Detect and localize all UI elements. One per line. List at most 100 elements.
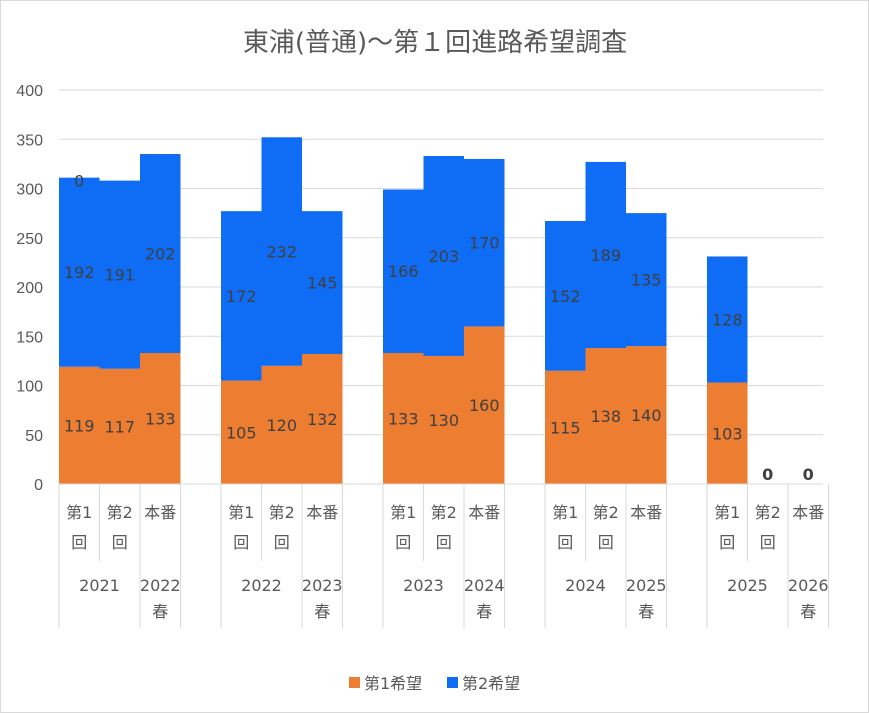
x-category-label: 回 [71,533,87,552]
y-axis: 0 50 100 150 200 250 300 350 400 [16,83,43,494]
data-labels: 119 192 117 191 133 202 105 172 120 232 132 145 133 1… [64,172,814,484]
x-group-label: 春 [800,602,816,621]
x-category-label: 第2 [593,503,619,522]
x-group-label: 2023 [302,576,343,595]
x-group-label: 2024 [565,576,606,595]
x-group-label: 2024 [464,576,505,595]
data-label-second-choice: 172 [226,287,257,306]
y-tick-label: 300 [16,182,43,199]
x-group-label: 春 [314,602,330,621]
x-category-label: 回 [112,533,128,552]
data-label-extra: 0 [74,172,84,191]
y-tick-label: 400 [16,83,43,100]
data-label-first-choice: 133 [388,409,419,428]
x-group-label: 春 [476,602,492,621]
y-tick-label: 50 [25,428,43,445]
x-category-label: 第2 [269,503,295,522]
bar-second-choice [221,211,262,381]
x-group-label: 春 [152,602,168,621]
data-label-first-choice: 132 [307,410,338,429]
x-group-label: 2022 [140,576,181,595]
y-tick-label: 350 [16,132,43,149]
x-category-label: 第2 [107,503,133,522]
data-label-second-choice: 145 [307,274,338,293]
x-category-label: 本番 [630,503,662,522]
x-category-label: 回 [598,533,614,552]
data-label-second-choice: 202 [145,245,176,264]
x-category-label: 回 [233,533,249,552]
data-label-second-choice: 192 [64,263,95,282]
x-category-label: 回 [436,533,452,552]
bars [59,137,748,484]
x-group-label: 2025 [727,576,768,595]
x-category-label: 第1 [552,503,578,522]
x-category-label: 第1 [714,503,740,522]
x-category-label: 回 [760,533,776,552]
x-category-label: 第1 [66,503,92,522]
x-category-label: 回 [557,533,573,552]
x-group-label: 2026 [788,576,829,595]
bar-first-choice [585,348,626,484]
data-label-second-choice: 232 [266,243,297,262]
chart-title: 東浦(普通)～第１回進路希望調査 [243,28,627,58]
x-category-label: 回 [274,533,290,552]
bar-second-choice [99,180,140,369]
x-category-label: 第1 [390,503,416,522]
x-group-label: 2021 [79,576,120,595]
legend-label: 第1希望 [364,674,422,693]
data-label-first-choice: 105 [226,423,257,442]
legend-label: 第2希望 [462,674,520,693]
data-label-first-choice: 119 [64,416,95,435]
data-label-first-choice: 120 [266,416,297,435]
x-category-label: 第2 [431,503,457,522]
data-label-first-choice: 0 [762,465,773,484]
bar-first-choice [545,370,586,484]
bar-second-choice [59,177,100,367]
data-label-first-choice: 140 [631,406,662,425]
data-label-second-choice: 128 [712,311,743,330]
legend: 第1希望 第2希望 [349,674,520,693]
x-axis: 第1 回 第2 回 2021 本番 2022 春 第1 回 第2 回 2022 本番 2023 春 第1 回 第2 回… [58,483,829,628]
y-tick-label: 0 [34,477,43,494]
data-label-first-choice: 138 [590,407,621,426]
x-category-label: 回 [719,533,735,552]
x-group-label: 2022 [241,576,282,595]
bar-first-choice [423,355,464,484]
data-label-first-choice: 160 [469,396,500,415]
bar-second-choice [545,221,586,371]
x-category-label: 本番 [468,503,500,522]
data-label-first-choice: 0 [803,465,814,484]
data-label-second-choice: 189 [590,246,621,265]
x-category-label: 本番 [792,503,824,522]
bar-first-choice [59,366,100,484]
bar-second-choice [261,137,302,366]
bar-first-choice [383,352,424,484]
bar-first-choice [221,380,262,484]
x-category-label: 回 [395,533,411,552]
data-label-first-choice: 103 [712,424,743,443]
bar-first-choice [707,382,748,484]
data-label-second-choice: 166 [388,262,419,281]
bar-first-choice [626,346,667,484]
x-group-label: 春 [638,602,654,621]
data-label-first-choice: 133 [145,409,176,428]
y-tick-label: 250 [16,231,43,248]
data-label-second-choice: 191 [104,266,135,285]
bar-first-choice [464,326,505,484]
bar-first-choice [261,365,302,484]
bar-second-choice [383,189,424,353]
bar-second-choice [585,161,626,349]
x-category-label: 第2 [755,503,781,522]
bar-second-choice [464,158,505,327]
legend-swatch [349,677,360,688]
bar-first-choice [302,353,343,484]
data-label-second-choice: 135 [631,271,662,290]
x-group-label: 2023 [403,576,444,595]
bar-first-choice [99,368,140,484]
data-label-second-choice: 152 [550,287,581,306]
data-label-second-choice: 203 [428,247,459,266]
bar-second-choice [423,155,464,356]
y-tick-label: 150 [16,329,43,346]
